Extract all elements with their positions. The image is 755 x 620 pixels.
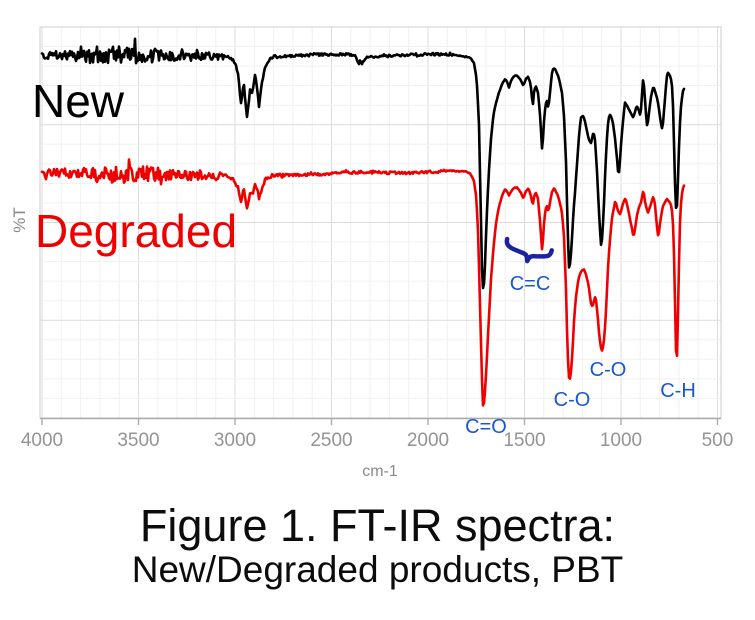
caption-title: Figure 1. FT-IR spectra: [139,500,616,551]
peak-label-co: C-O [589,359,627,381]
caption-subtitle: New/Degraded products, PBT [131,548,624,590]
x-tick-label: 1000 [599,430,643,451]
brace-annotation-icon [504,236,555,264]
x-tick-label: 4000 [20,430,64,451]
peak-label-co: C-O [553,389,591,411]
x-axis-label: cm-1 [362,463,398,480]
series-label-degraded: Degraded [35,205,238,257]
spectrum-trace-new [40,37,686,290]
series-label-new: New [32,75,125,127]
peak-label-co: C=O [465,416,507,438]
x-tick-label: 1500 [503,430,546,451]
peak-label-cc: C=C [509,273,551,295]
spectrum-trace-degraded [40,158,686,407]
x-axis-tick-marks [41,418,719,425]
figure-caption: Figure 1. FT-IR spectra: New/Degraded pr… [0,501,755,589]
peak-label-ch: C-H [660,380,696,402]
x-tick-label: 2000 [406,430,450,451]
y-axis-label: %T [10,207,29,233]
x-tick-label: 2500 [310,430,353,451]
x-tick-label: 3500 [117,430,160,451]
x-tick-label: 500 [701,430,734,451]
grid-lines [40,26,721,419]
plot-frame [39,26,722,420]
x-tick-label: 3000 [213,430,257,451]
